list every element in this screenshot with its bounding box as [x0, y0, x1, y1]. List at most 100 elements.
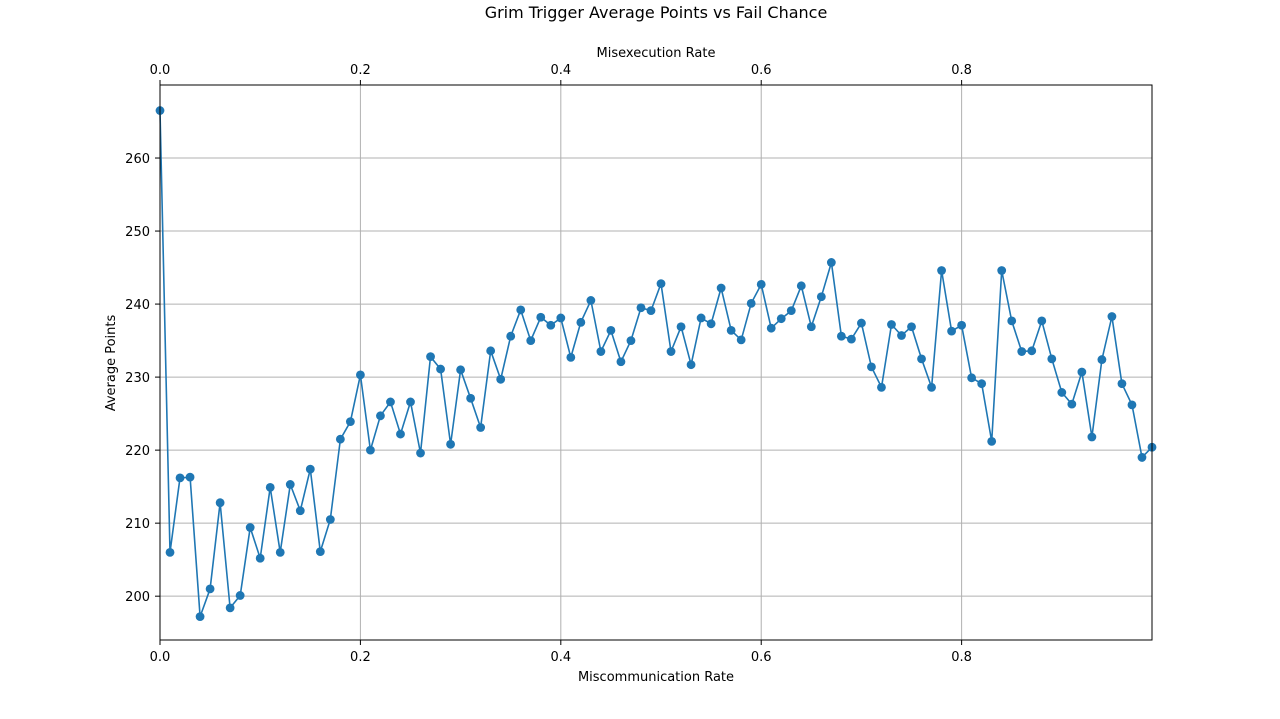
plot-frame	[159, 84, 1153, 641]
x-tick-label: 0.0	[150, 650, 171, 665]
data-point	[335, 434, 345, 444]
data-point	[756, 279, 766, 289]
data-point	[376, 411, 385, 421]
data-point	[516, 305, 526, 315]
data-point	[185, 472, 195, 482]
data-point	[1077, 367, 1087, 377]
data-point	[646, 306, 656, 316]
data-point	[857, 318, 866, 328]
y-tick-label: 230	[125, 371, 150, 386]
data-point	[1007, 316, 1017, 326]
data-point	[356, 370, 365, 380]
data-point	[305, 464, 315, 474]
data-point	[1057, 388, 1067, 397]
data-point	[676, 322, 686, 332]
x-tick-label: 0.2	[350, 650, 371, 665]
data-point	[736, 335, 746, 345]
data-point	[1097, 355, 1107, 364]
data-point	[496, 374, 506, 384]
data-point	[1067, 399, 1077, 409]
top-tick-label: 0.8	[951, 63, 972, 78]
y-tick-label: 200	[125, 590, 150, 605]
data-point	[766, 323, 776, 333]
data-point	[215, 498, 225, 508]
data-point	[426, 352, 435, 362]
data-point	[1117, 379, 1127, 389]
data-point	[806, 322, 816, 332]
data-point	[235, 591, 245, 600]
data-point	[265, 482, 275, 492]
data-point	[636, 303, 646, 313]
data-point	[967, 373, 977, 383]
data-point	[526, 336, 536, 345]
y-tick-label: 240	[125, 298, 150, 313]
data-point	[386, 397, 395, 407]
data-point	[325, 515, 335, 524]
data-series	[155, 106, 1157, 622]
data-point	[867, 362, 876, 372]
data-point	[776, 314, 786, 324]
data-point	[606, 325, 616, 335]
data-point	[556, 313, 566, 323]
top-tick-label: 0.4	[550, 63, 571, 78]
data-point	[366, 445, 375, 455]
data-point	[205, 584, 215, 594]
data-point	[466, 393, 476, 403]
data-point	[536, 312, 546, 322]
data-point	[947, 326, 956, 336]
data-point	[746, 298, 756, 308]
x-tick-label: 0.8	[951, 650, 972, 665]
data-point	[786, 306, 796, 316]
data-point	[506, 331, 516, 341]
data-point	[887, 320, 896, 329]
data-point	[416, 448, 425, 458]
data-point	[826, 258, 836, 267]
data-point	[345, 417, 355, 427]
data-point	[275, 547, 285, 557]
data-point	[987, 436, 997, 446]
data-point	[1027, 346, 1037, 356]
data-point	[446, 439, 455, 449]
y-tick-label: 220	[125, 444, 150, 459]
data-point	[225, 603, 235, 613]
data-point	[245, 523, 255, 532]
data-point	[576, 317, 586, 327]
data-point	[666, 347, 676, 356]
top-tick-label: 0.6	[751, 63, 772, 78]
grid-lines	[159, 85, 1152, 640]
data-point	[957, 320, 967, 330]
data-point	[566, 352, 576, 362]
data-point	[1087, 432, 1097, 442]
data-point	[1047, 354, 1057, 364]
data-point	[907, 322, 916, 332]
data-point	[616, 357, 626, 367]
y-tick-label: 250	[125, 225, 150, 240]
data-point	[836, 331, 846, 341]
data-point	[927, 382, 936, 392]
data-point	[486, 346, 496, 356]
x-axis-title: Miscommunication Rate	[578, 670, 734, 685]
data-point	[1107, 312, 1117, 321]
data-point	[456, 365, 466, 375]
data-point	[816, 292, 826, 302]
x-tick-label: 0.6	[751, 650, 772, 665]
data-point	[315, 547, 325, 557]
data-point	[897, 331, 906, 340]
data-point	[997, 266, 1007, 275]
data-point	[696, 313, 706, 323]
data-point	[175, 473, 185, 483]
data-point	[476, 423, 486, 432]
y-axis-title: Average Points	[104, 314, 119, 411]
data-point	[396, 429, 405, 439]
data-point	[716, 283, 726, 293]
data-point	[937, 266, 946, 275]
data-point	[295, 506, 305, 516]
data-point	[706, 319, 716, 329]
data-point	[586, 296, 596, 305]
data-point	[195, 612, 205, 622]
data-point	[1017, 347, 1027, 356]
axes: 0.0 0.0 0.2 0.2 0.4 0.4 0.6 0.6 0.8 0.8 200 210 220 2…	[125, 63, 1153, 665]
data-point	[877, 382, 886, 392]
data-point	[796, 281, 806, 291]
